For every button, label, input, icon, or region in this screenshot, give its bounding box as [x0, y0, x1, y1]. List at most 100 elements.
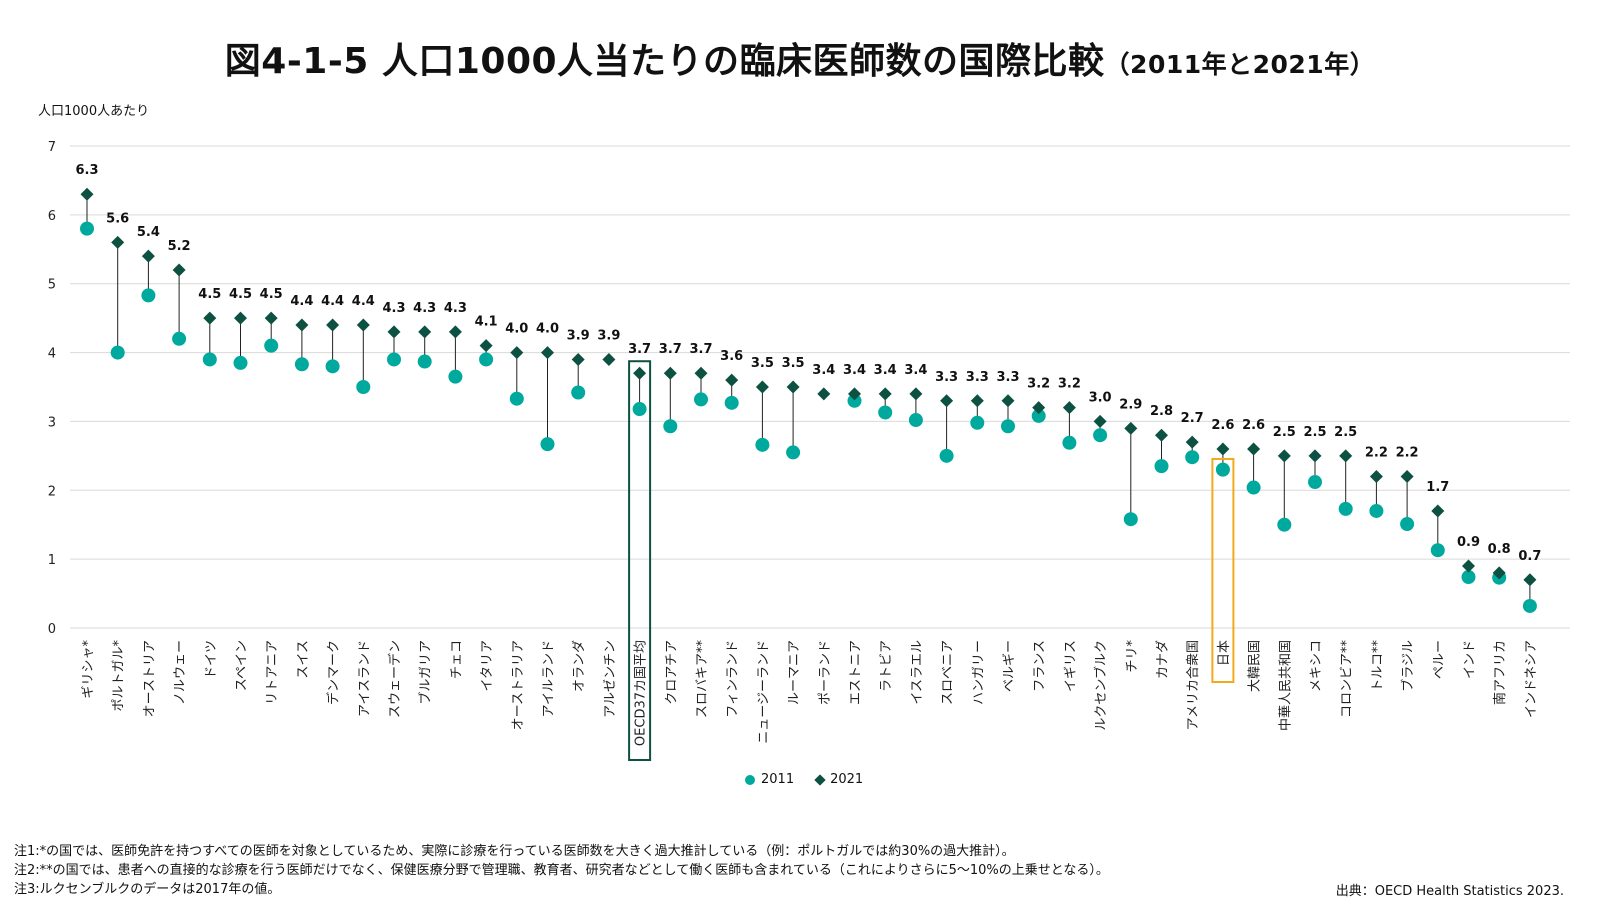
data-label-2021: 3.4 [874, 363, 897, 378]
point-2021 [663, 366, 677, 380]
footnotes: 注1:*の国では、医師免許を持つすべての医師を対象としているため、実際に診療を行… [14, 842, 1109, 899]
category-label: オーストラリア [511, 640, 526, 730]
point-2021 [141, 249, 155, 263]
data-label-2021: 4.0 [536, 322, 559, 337]
point-2021 [418, 325, 432, 339]
category-label: フランス [1033, 640, 1048, 692]
point-2011 [1338, 501, 1353, 516]
category-label: OECD37カ国平均 [634, 640, 649, 746]
point-2011 [786, 445, 801, 460]
point-2021 [694, 366, 708, 380]
y-axis-unit-label: 人口1000人あたり [38, 104, 150, 119]
data-label-2021: 4.3 [382, 301, 405, 316]
point-2021 [172, 263, 186, 277]
point-2011 [1123, 512, 1138, 527]
category-label: メキシコ [1309, 640, 1324, 692]
data-label-2021: 4.1 [475, 315, 498, 330]
data-label-2021: 3.5 [782, 356, 805, 371]
point-2021 [387, 325, 401, 339]
data-label-2021: 3.2 [1027, 377, 1050, 392]
data-label-2021: 3.7 [659, 342, 682, 357]
data-label-2021: 1.7 [1426, 480, 1449, 495]
data-label-2021: 2.6 [1242, 418, 1265, 433]
data-label-2021: 2.7 [1181, 411, 1204, 426]
category-label: ペルー [1432, 640, 1447, 679]
point-2011 [970, 415, 985, 430]
point-2011 [264, 338, 279, 353]
chart-title: 図4-1-5 人口1000人当たりの臨床医師数の国際比較（2011年と2021年… [0, 32, 1600, 84]
category-label: ルクセンブルク [1093, 640, 1109, 731]
data-label-2021: 4.3 [444, 301, 467, 316]
data-label-2021: 3.0 [1089, 390, 1112, 405]
point-2021 [1155, 428, 1168, 442]
point-2021 [1001, 394, 1015, 408]
point-2011 [663, 419, 678, 434]
note-1: 注1:*の国では、医師免許を持つすべての医師を対象としているため、実際に診療を行… [14, 844, 1015, 859]
point-2011 [540, 437, 555, 452]
category-label: チェコ [449, 640, 464, 679]
data-label-2021: 6.3 [75, 163, 98, 178]
data-label-2021: 2.2 [1396, 446, 1419, 461]
point-2011 [1001, 419, 1015, 434]
data-label-2021: 4.4 [321, 294, 344, 309]
point-2011 [1461, 570, 1476, 585]
category-label: ポーランド [818, 640, 833, 705]
legend-label-2011: 2011 [761, 772, 795, 787]
category-label: ノルウェー [173, 640, 188, 705]
point-2011 [1277, 517, 1292, 532]
point-2011 [294, 357, 309, 372]
data-label-2021: 3.2 [1058, 377, 1081, 392]
point-2021 [203, 311, 217, 325]
category-label: インド [1463, 640, 1478, 679]
point-2021 [1247, 442, 1261, 456]
point-2011 [1062, 435, 1077, 450]
point-2011 [479, 352, 494, 367]
point-2021 [1277, 449, 1291, 463]
data-label-2021: 0.8 [1488, 542, 1511, 557]
category-label: カナダ [1156, 640, 1171, 679]
data-label-2021: 2.2 [1365, 446, 1388, 461]
legend-marker-diamond [814, 773, 826, 786]
point-2011 [1400, 517, 1415, 532]
category-label: デンマーク [326, 640, 342, 705]
point-2011 [202, 352, 217, 367]
point-2011 [233, 355, 248, 370]
data-label-2021: 0.9 [1457, 535, 1480, 550]
category-label: ルーマニア [787, 640, 802, 705]
data-label-2021: 0.7 [1518, 549, 1541, 564]
point-2021 [1339, 449, 1353, 463]
category-label: イスラエル [910, 640, 925, 705]
category-label: アルゼンチン [603, 640, 618, 718]
point-2011 [1522, 598, 1537, 613]
point-2021 [1523, 573, 1537, 587]
point-2021 [510, 346, 524, 360]
legend-item-2011: 2011 [745, 772, 794, 787]
point-2011 [724, 395, 739, 410]
point-2021 [326, 318, 340, 332]
category-label: トルコ** [1370, 640, 1385, 692]
point-2011 [1369, 503, 1384, 518]
category-label: スイス [296, 640, 311, 679]
source-citation: 出典：OECD Health Statistics 2023. [1335, 884, 1564, 899]
point-2021 [1308, 449, 1322, 463]
point-2011 [1185, 450, 1200, 465]
data-label-2021: 4.0 [505, 322, 528, 337]
category-label: イギリス [1063, 640, 1078, 692]
category-label: 大韓民国 [1248, 640, 1263, 692]
category-label: イタリア [480, 640, 495, 691]
point-2011 [141, 288, 156, 303]
category-label: エストニア [849, 640, 864, 705]
point-2021 [940, 394, 954, 408]
point-2011 [571, 385, 586, 400]
point-2011 [1430, 543, 1445, 558]
category-label: ラトビア [879, 640, 894, 692]
data-label-2021: 5.6 [106, 211, 129, 226]
category-label: 南アフリカ [1492, 640, 1508, 705]
point-2011 [448, 369, 463, 384]
data-label-2021: 4.5 [260, 287, 283, 302]
data-label-2021: 3.3 [966, 370, 989, 385]
data-label-2021: 2.5 [1273, 425, 1296, 440]
point-2021 [970, 394, 984, 408]
category-label: ブルガリア [418, 640, 434, 705]
category-label: オーストリア [142, 640, 157, 717]
